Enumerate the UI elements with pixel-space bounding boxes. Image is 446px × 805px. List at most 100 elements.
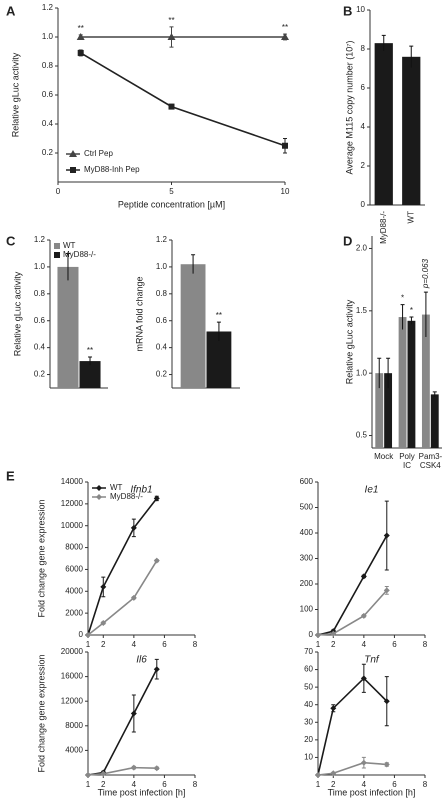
marker [281, 33, 289, 40]
x-tick-label: 4 [362, 780, 367, 789]
marker [383, 698, 390, 705]
error-bar [386, 357, 391, 389]
error-bar [216, 321, 221, 341]
y-tick-label: 60 [304, 665, 313, 674]
line [87, 766, 157, 776]
marker [76, 33, 85, 40]
legend-label: MyD88-/- [63, 250, 96, 259]
marker [85, 772, 91, 778]
marker [360, 675, 367, 682]
y-tick-label: 0 [309, 630, 314, 639]
marker [153, 765, 160, 772]
y-tick-label: 40 [304, 700, 313, 709]
line [87, 560, 158, 636]
x-tick-label: 8 [193, 640, 198, 649]
error-bar [409, 316, 414, 325]
x-tick-label: MyD88-/- [379, 211, 388, 244]
y-tick-label: 0.4 [156, 343, 168, 352]
x-tick-label: 4 [362, 640, 367, 649]
x-axis-label: Time post infection [h] [328, 787, 416, 797]
y-tick-label: 600 [300, 477, 314, 486]
y-tick-label: 20000 [61, 647, 84, 656]
y-tick-label: 400 [300, 528, 314, 537]
y-tick-label: 4 [361, 122, 366, 131]
significance: ** [216, 311, 222, 320]
y-axis-label: mRNA fold change [134, 276, 144, 351]
legend-label: MyD88-/- [110, 492, 143, 501]
y-tick-label: 300 [300, 554, 314, 563]
marker [315, 632, 321, 638]
y-tick-label: 500 [300, 503, 314, 512]
legend-label: WT [63, 241, 76, 250]
y-tick-label: 0.4 [42, 119, 54, 128]
legend-label: Ctrl Pep [84, 149, 113, 158]
panel-letter: D [343, 233, 352, 248]
marker [85, 632, 91, 638]
x-tick-label: 10 [281, 187, 290, 196]
x-axis-label: Peptide concentration [µM] [118, 199, 225, 209]
y-tick-label: 12000 [61, 696, 84, 705]
y-tick-label: 6000 [65, 565, 83, 574]
marker [330, 770, 337, 777]
marker [167, 33, 176, 40]
line [317, 761, 387, 776]
y-tick-label: 2000 [65, 608, 83, 617]
error-bar [88, 356, 93, 366]
x-tick-label: 8 [423, 640, 428, 649]
x-tick-label: 1 [316, 780, 321, 789]
marker [153, 557, 160, 564]
marker [100, 583, 107, 590]
y-tick-label: 1.2 [156, 235, 168, 244]
marker [96, 494, 102, 500]
x-tick-label: 6 [162, 640, 167, 649]
y-tick-label: 8 [361, 44, 366, 53]
line [87, 668, 158, 776]
y-tick-label: 2 [361, 161, 366, 170]
y-tick-label: 8000 [65, 543, 83, 552]
marker [70, 167, 76, 173]
marker [383, 761, 390, 768]
bar [407, 320, 416, 448]
x-tick-label: 8 [193, 780, 198, 789]
x-tick-label: Pam3-CSK4 [418, 452, 442, 470]
bar [374, 43, 393, 206]
x-tick-label: Poly IC [399, 452, 415, 470]
marker [100, 619, 107, 626]
x-tick-label: 0 [56, 187, 61, 196]
error-bar [409, 45, 414, 68]
line [317, 677, 388, 776]
bar [375, 373, 384, 448]
y-tick-label: 0.8 [34, 289, 46, 298]
y-tick-label: 4000 [65, 746, 83, 755]
x-tick-label: 2 [101, 640, 106, 649]
bar [398, 317, 407, 448]
y-tick-label: 10000 [61, 521, 84, 530]
bar [180, 264, 206, 388]
error-bar [432, 391, 437, 397]
line [87, 497, 158, 636]
y-tick-label: 0.6 [42, 90, 54, 99]
line [80, 52, 286, 147]
y-tick-label: 50 [304, 682, 313, 691]
significance: p=0.063 [421, 258, 430, 289]
legend-label: MyD88-Inh Pep [84, 165, 140, 174]
y-tick-label: 1.5 [356, 306, 368, 315]
y-tick-label: 1.0 [34, 262, 46, 271]
y-tick-label: 8000 [65, 721, 83, 730]
bar [430, 394, 439, 448]
chart-title: Ifnb1 [130, 485, 152, 496]
y-tick-label: 0.6 [34, 316, 46, 325]
y-tick-label: 100 [300, 605, 314, 614]
y-tick-label: 12000 [61, 499, 84, 508]
y-tick-label: 20 [304, 735, 313, 744]
marker [130, 764, 137, 771]
significance: ** [168, 16, 174, 25]
marker [130, 524, 137, 531]
error-bar [400, 304, 405, 330]
line [317, 535, 388, 636]
x-tick-label: 4 [132, 640, 137, 649]
y-tick-label: 200 [300, 579, 314, 588]
y-axis-label: Relative gLuc activity [12, 271, 22, 356]
marker [153, 495, 160, 502]
x-tick-label: 8 [423, 780, 428, 789]
